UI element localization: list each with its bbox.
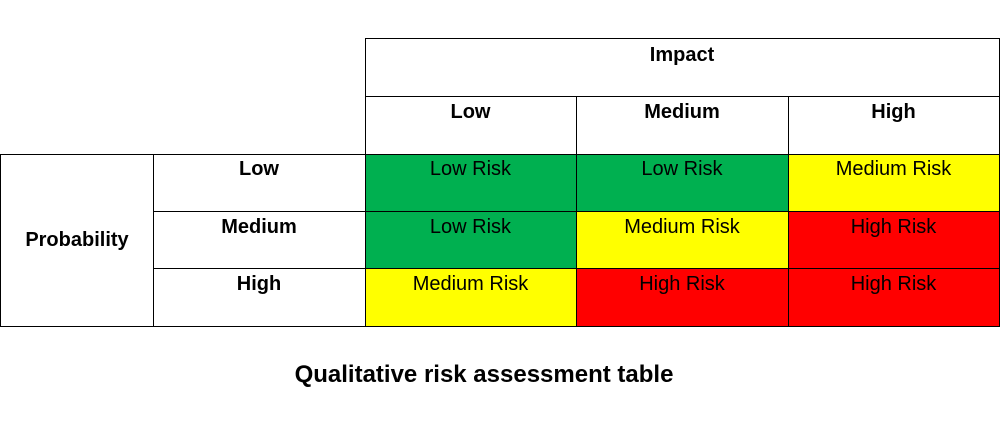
- grid-line: [365, 38, 1000, 39]
- risk-cell-medium-prob-medium-impact: Medium Risk: [576, 212, 788, 269]
- impact-header: Impact: [649, 44, 715, 66]
- impact-level-low: Low: [450, 101, 491, 123]
- risk-cell-low-prob-low-impact: Low Risk: [365, 154, 576, 212]
- probability-level-medium: Medium: [221, 216, 297, 238]
- risk-cell-medium-prob-high-impact: High Risk: [788, 212, 999, 269]
- grid-line: [788, 96, 789, 327]
- probability-header: Probability: [25, 229, 129, 251]
- risk-cell-medium-prob-low-impact: Low Risk: [365, 212, 576, 269]
- table-caption: Qualitative risk assessment table: [294, 361, 674, 388]
- grid-line: [0, 154, 1, 327]
- impact-level-high: High: [871, 101, 916, 123]
- grid-line: [365, 96, 1000, 97]
- risk-cell-low-prob-medium-impact: Low Risk: [576, 154, 788, 212]
- impact-level-medium: Medium: [644, 101, 720, 123]
- risk-cell-high-prob-low-impact: Medium Risk: [365, 269, 576, 326]
- probability-level-low: Low: [239, 158, 279, 180]
- grid-line: [576, 96, 577, 327]
- probability-level-high: High: [236, 273, 282, 295]
- grid-line: [0, 154, 1000, 155]
- risk-cell-high-prob-high-impact: High Risk: [788, 269, 999, 326]
- risk-cell-low-prob-high-impact: Medium Risk: [788, 154, 999, 212]
- grid-line: [365, 38, 366, 327]
- grid-line: [0, 326, 1000, 327]
- grid-line: [153, 154, 154, 327]
- risk-cell-high-prob-medium-impact: High Risk: [576, 269, 788, 326]
